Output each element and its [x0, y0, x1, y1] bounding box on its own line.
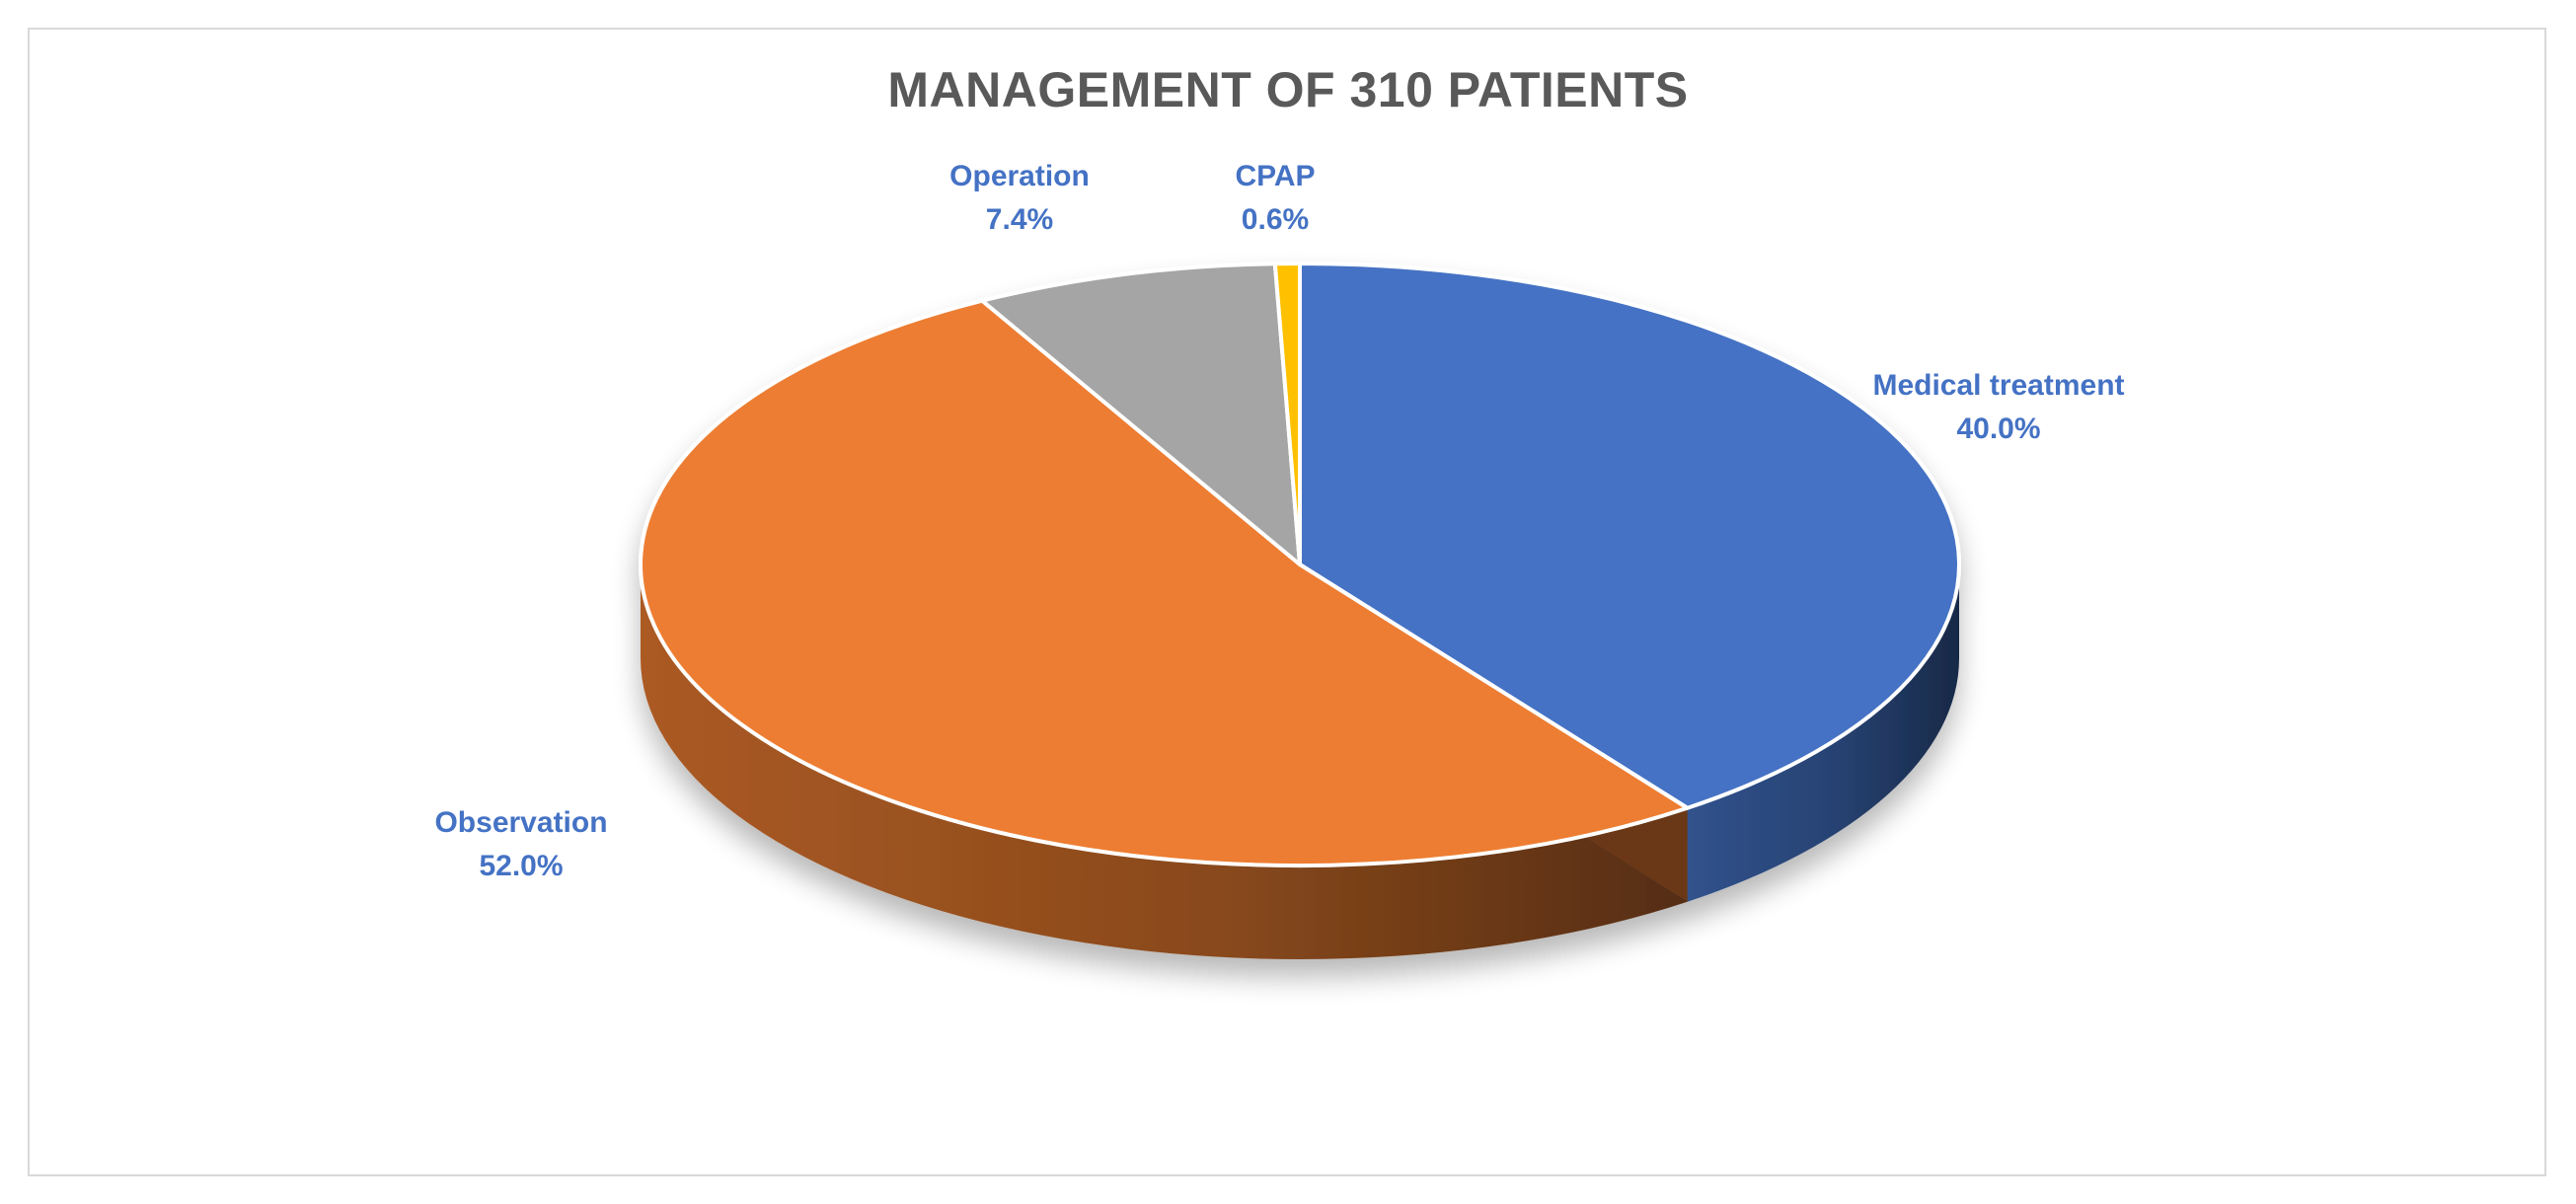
- data-label-operation-name: Operation: [949, 160, 1090, 192]
- slice-medical-treatment: [1298, 262, 1961, 810]
- slice-cpap: [1272, 262, 1302, 566]
- data-label-medical-treatment-name: Medical treatment: [1872, 369, 2124, 402]
- slice-observation: [639, 298, 1690, 867]
- data-label-cpap-value: 0.6%: [1242, 203, 1309, 236]
- slice-operation: [980, 262, 1302, 566]
- slice-side-medical-treatment: [1687, 564, 1959, 902]
- data-label-observation-name: Observation: [434, 806, 607, 839]
- data-label-observation-value: 52.0%: [479, 850, 563, 882]
- data-label-operation-value: 7.4%: [986, 203, 1053, 236]
- data-label-medical-treatment-value: 40.0%: [1956, 413, 2040, 445]
- data-label-cpap-name: CPAP: [1235, 160, 1315, 192]
- chart-title: MANAGEMENT OF 310 PATIENTS: [887, 62, 1689, 117]
